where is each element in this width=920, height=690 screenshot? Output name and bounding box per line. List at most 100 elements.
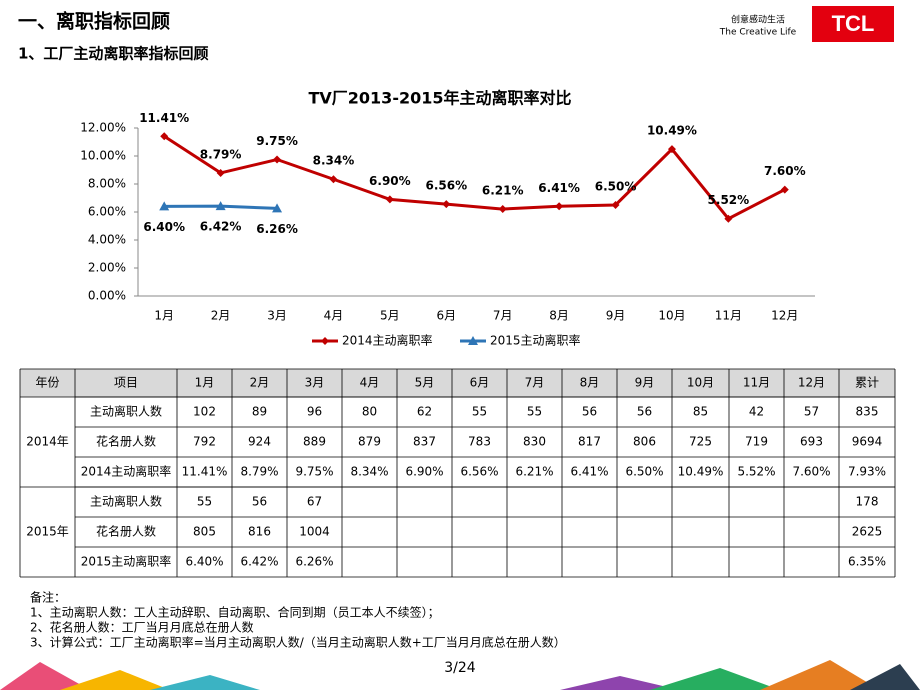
x-tick-label: 1月 (154, 309, 174, 323)
table-cell: 55 (527, 405, 542, 419)
x-tick-label: 7月 (493, 309, 513, 323)
table-cell: 725 (689, 435, 712, 449)
table-cell: 924 (248, 435, 271, 449)
table-cell: 56 (582, 405, 597, 419)
marker (273, 155, 282, 164)
notes-title: 备注： (30, 590, 66, 605)
page-number: 3/24 (444, 660, 476, 676)
data-label: 10.49% (647, 124, 697, 138)
table-header: 年份 (35, 376, 59, 390)
marker (215, 201, 226, 211)
note-line: 2、花名册人数：工厂当月月底总在册人数 (30, 620, 254, 635)
y-tick-label: 0.00% (88, 289, 126, 303)
slogan-en: The Creative Life (719, 28, 797, 38)
marker (159, 201, 170, 211)
table-cell: 816 (248, 525, 271, 539)
table-header: 10月 (687, 376, 714, 390)
table-cell: 80 (362, 405, 377, 419)
table-cell: 56 (252, 495, 267, 509)
table-cell: 693 (800, 435, 823, 449)
table-header: 12月 (798, 376, 825, 390)
marker (611, 201, 620, 209)
table-header: 8月 (580, 376, 600, 390)
logo: TCL (832, 11, 875, 36)
table-item: 主动离职人数 (90, 404, 162, 419)
x-tick-label: 5月 (380, 309, 400, 323)
legend-marker (321, 337, 329, 345)
table-header: 7月 (525, 376, 545, 390)
table-year: 2014年 (26, 435, 69, 449)
slogan-cn: 创意感动生活 (731, 14, 785, 26)
table-cell: 8.79% (240, 465, 278, 479)
table-cell: 837 (413, 435, 436, 449)
table-cell: 9.75% (295, 465, 333, 479)
table-cell: 11.41% (182, 465, 228, 479)
y-tick-label: 10.00% (80, 149, 126, 163)
table-header: 6月 (470, 376, 490, 390)
data-label: 6.40% (143, 220, 185, 234)
table-cell: 102 (193, 405, 216, 419)
data-label: 8.79% (200, 147, 242, 161)
table-cell: 806 (633, 435, 656, 449)
table-cell: 783 (468, 435, 491, 449)
table-cell: 56 (637, 405, 652, 419)
marker (272, 203, 283, 213)
table-cell: 879 (358, 435, 381, 449)
table-item: 2014主动离职率 (81, 464, 172, 479)
marker (498, 205, 507, 214)
data-label: 8.34% (313, 154, 355, 168)
data-label: 6.42% (200, 220, 242, 234)
table-cell: 85 (693, 405, 708, 419)
table-cell: 830 (523, 435, 546, 449)
table-item: 花名册人数 (96, 434, 156, 449)
table-item: 主动离职人数 (90, 494, 162, 509)
table-header-bg (20, 369, 895, 397)
series-line (163, 135, 786, 221)
marker (216, 168, 225, 177)
table-header: 项目 (114, 376, 138, 390)
table-cell: 6.21% (515, 465, 553, 479)
table-item: 花名册人数 (96, 524, 156, 539)
table-cell: 62 (417, 405, 432, 419)
marker (329, 175, 338, 184)
table-cell: 1004 (299, 525, 330, 539)
data-label: 6.90% (369, 174, 411, 188)
table-cell: 89 (252, 405, 267, 419)
x-tick-label: 12月 (771, 309, 798, 323)
table-header: 9月 (635, 376, 655, 390)
data-label: 5.52% (708, 193, 750, 207)
y-tick-label: 12.00% (80, 121, 126, 135)
table-header: 2月 (250, 376, 270, 390)
table-cell: 42 (749, 405, 764, 419)
x-tick-label: 4月 (324, 309, 344, 323)
x-tick-label: 6月 (436, 309, 456, 323)
note-line: 3、计算公式：工厂主动离职率=当月主动离职人数/（当月主动离职人数+工厂当月月底… (30, 635, 566, 650)
table-header: 11月 (743, 376, 770, 390)
table-cell: 6.50% (625, 465, 663, 479)
marker (724, 214, 733, 223)
table-header: 3月 (305, 376, 325, 390)
chart-title: TV厂2013-2015年主动离职率对比 (308, 89, 571, 108)
table-cell: 55 (197, 495, 212, 509)
table-cell: 6.90% (405, 465, 443, 479)
x-tick-label: 9月 (606, 309, 626, 323)
x-tick-label: 2月 (211, 309, 231, 323)
x-tick-label: 3月 (267, 309, 287, 323)
x-tick-label: 8月 (549, 309, 569, 323)
y-tick-label: 6.00% (88, 205, 126, 219)
table-header: 4月 (360, 376, 380, 390)
legend-marker (468, 336, 478, 345)
table-total: 835 (856, 405, 879, 419)
table-total: 7.93% (848, 465, 886, 479)
table-cell: 805 (193, 525, 216, 539)
data-label: 6.56% (425, 179, 467, 193)
table-total: 6.35% (848, 555, 886, 569)
table-cell: 889 (303, 435, 326, 449)
marker (555, 202, 564, 211)
table-cell: 6.40% (185, 555, 223, 569)
table-cell: 96 (307, 405, 322, 419)
table-cell: 792 (193, 435, 216, 449)
table-header: 累计 (855, 376, 879, 390)
data-label: 11.41% (139, 111, 189, 125)
marker (667, 145, 676, 154)
